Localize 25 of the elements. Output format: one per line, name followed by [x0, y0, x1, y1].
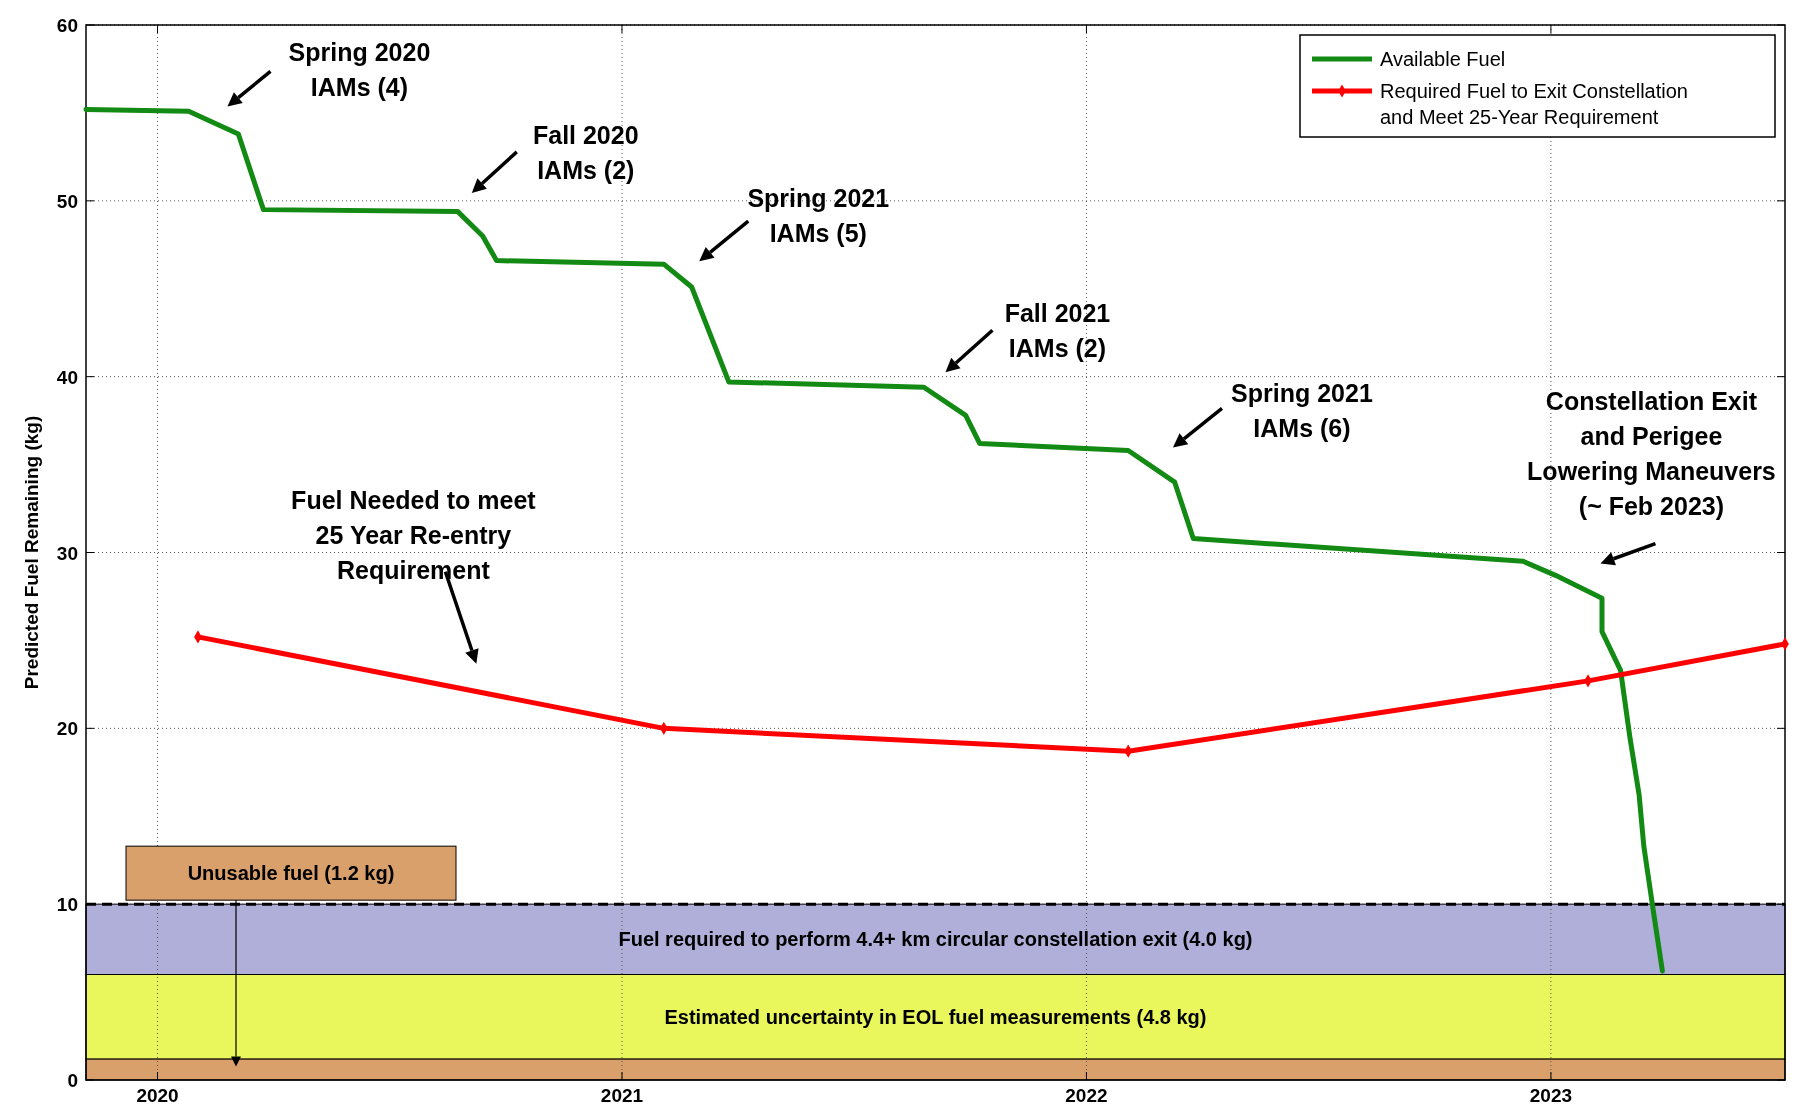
annotation: Spring 2021 IAMs (6) — [1231, 378, 1373, 442]
annotation: Fall 2021 IAMs (2) — [1004, 298, 1111, 362]
band-label: Fuel required to perform 4.4+ km circular constellation exit (4.0 kg) — [618, 928, 1253, 951]
x-tick-label: 2021 — [600, 1085, 644, 1106]
legend-label: Required Fuel to Exit Constellation and Meet 25-Year Requirement — [1380, 80, 1688, 128]
x-tick-label: 2022 — [1065, 1085, 1108, 1106]
y-tick-label: 30 — [56, 542, 78, 564]
annotation: Spring 2021 IAMs (5) — [747, 184, 890, 248]
annotation: Constellation Exit and Perigee Lowering Maneuvers (~ Feb 2023) — [1527, 386, 1776, 520]
annotation: Fall 2020 IAMs (2) — [532, 121, 639, 185]
band-label: Unusable fuel (1.2 kg) — [187, 862, 395, 885]
y-axis-title: Predicted Fuel Remaining (kg) — [21, 415, 42, 690]
annotation: Fuel Needed to meet 25 Year Re-entry Requirement — [291, 485, 537, 584]
x-tick-label: 2023 — [1529, 1085, 1573, 1106]
y-tick-label: 20 — [56, 718, 78, 740]
y-tick-label: 50 — [56, 190, 78, 212]
band-label: Estimated uncertainty in EOL fuel measurements (4.8 kg) — [664, 1005, 1207, 1028]
x-tick-label: 2020 — [136, 1085, 179, 1106]
y-tick-label: 40 — [56, 366, 78, 388]
annotation: Spring 2020 IAMs (4) — [288, 37, 431, 101]
legend-label: Available Fuel — [1380, 48, 1506, 70]
y-tick-label: 0 — [67, 1070, 78, 1091]
y-tick-label: 60 — [56, 15, 78, 36]
label-box: Unusable fuel (1.2 kg) — [125, 845, 457, 901]
y-tick-label: 10 — [56, 894, 78, 916]
